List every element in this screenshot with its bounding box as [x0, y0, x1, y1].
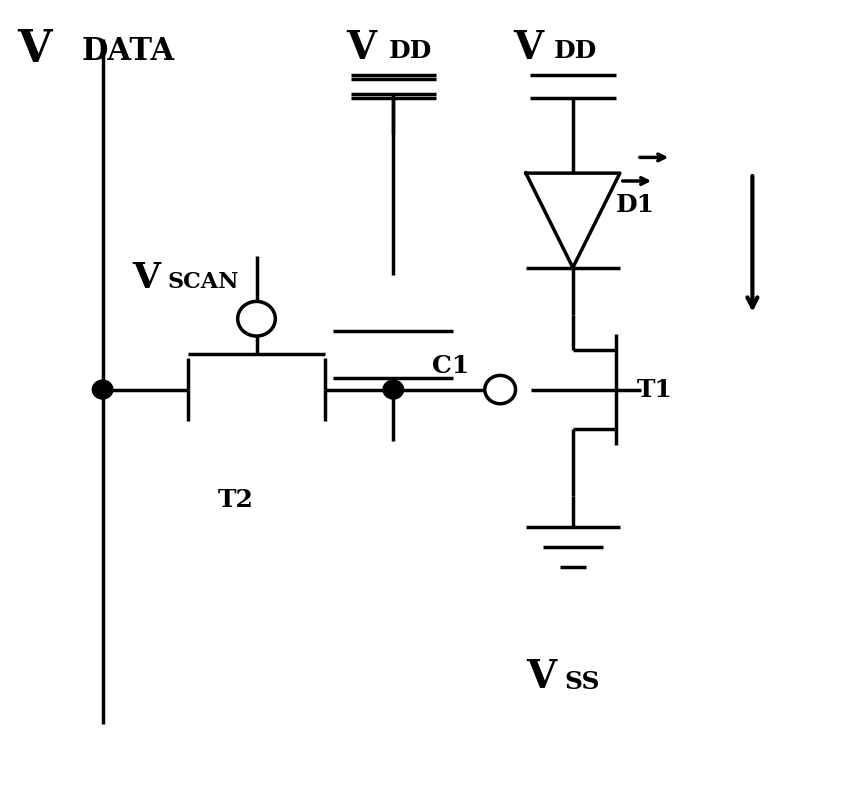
Text: V: V	[17, 28, 51, 71]
Circle shape	[485, 375, 516, 404]
Circle shape	[238, 301, 275, 336]
Text: V: V	[133, 261, 161, 295]
Text: C1: C1	[432, 354, 469, 378]
Text: T2: T2	[218, 488, 254, 512]
Text: V: V	[513, 29, 543, 67]
Text: D1: D1	[616, 193, 655, 216]
Text: V: V	[346, 29, 376, 67]
Text: T1: T1	[637, 378, 673, 401]
Circle shape	[92, 380, 113, 399]
Text: SCAN: SCAN	[168, 271, 239, 293]
Text: DD: DD	[554, 39, 598, 63]
Circle shape	[383, 380, 404, 399]
Text: DD: DD	[389, 39, 433, 63]
Text: V: V	[526, 659, 556, 696]
Text: DATA: DATA	[81, 36, 174, 67]
Text: SS: SS	[564, 671, 600, 694]
